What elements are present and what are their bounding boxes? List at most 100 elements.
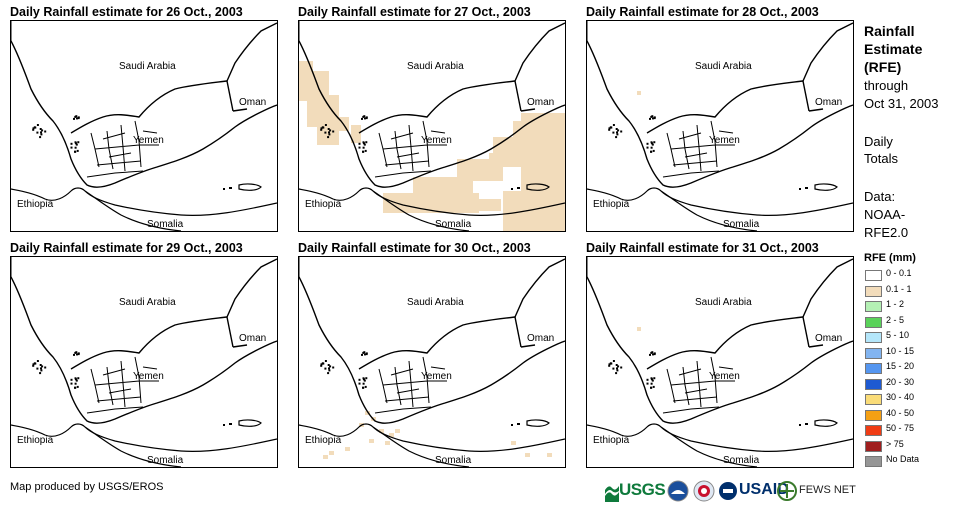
arabian-coastline	[299, 40, 565, 188]
legend-heading-line3: (RFE)	[864, 59, 902, 75]
legend-label: 0.1 - 1	[886, 283, 912, 294]
fewsnet-logo-text: FEWS NET	[799, 484, 856, 496]
legend-item: 1 - 2	[865, 299, 965, 312]
usgs-wave-icon	[605, 486, 619, 502]
usaid-logo-text: USAID	[739, 481, 789, 498]
map-frame: Saudi Arabia Oman Yemen Ethiopia Somalia	[298, 20, 566, 232]
socotra-island	[799, 183, 838, 191]
rainfall-layer	[299, 61, 565, 231]
legend-swatch	[865, 270, 882, 281]
legend-item: 0 - 0.1	[865, 268, 965, 281]
map-panel: Daily Rainfall estimate for 31 Oct., 200…	[586, 240, 866, 472]
somalia-border	[84, 190, 182, 231]
legend-label: 2 - 5	[886, 314, 905, 325]
label-saudi-arabia: Saudi Arabia	[119, 61, 176, 72]
arabian-coastline	[587, 276, 853, 424]
socotra-island	[223, 419, 262, 427]
label-oman: Oman	[239, 333, 267, 344]
red-sea-islands	[608, 351, 656, 389]
legend-swatch	[865, 301, 882, 312]
rainfall-layer	[637, 91, 641, 95]
map-graphic	[299, 21, 565, 231]
label-oman: Oman	[239, 97, 267, 108]
yemen-governorates	[374, 356, 447, 414]
data-label: Data:	[864, 189, 896, 204]
through-date: Oct 31, 2003	[864, 96, 939, 111]
label-somalia: Somalia	[147, 455, 184, 466]
map-panel: Daily Rainfall estimate for 27 Oct., 200…	[298, 4, 578, 236]
legend-swatch	[865, 440, 882, 452]
label-oman: Oman	[527, 333, 555, 344]
legend-swatch	[865, 347, 882, 359]
legend-label: 40 - 50	[886, 407, 915, 418]
noaa-logo-icon	[667, 480, 689, 502]
label-saudi-arabia: Saudi Arabia	[119, 297, 176, 308]
yemen-governorates	[86, 120, 159, 178]
legend-item: 20 - 30	[865, 376, 965, 390]
label-oman: Oman	[527, 97, 555, 108]
map-graphic	[11, 257, 277, 467]
legend-item: 2 - 5	[865, 314, 965, 328]
yemen-governorates	[374, 120, 447, 178]
label-oman: Oman	[815, 97, 843, 108]
map-panel-title: Daily Rainfall estimate for 29 Oct., 200…	[10, 241, 243, 255]
legend-item: 15 - 20	[865, 361, 965, 374]
legend-label: > 75	[886, 438, 904, 449]
map-graphic	[587, 257, 853, 467]
label-ethiopia: Ethiopia	[593, 199, 630, 210]
label-yemen: Yemen	[133, 371, 164, 382]
socotra-island	[511, 419, 550, 427]
through-label: through	[864, 78, 909, 93]
somalia-border	[660, 426, 758, 467]
label-yemen: Yemen	[709, 371, 740, 382]
legend-item: 40 - 50	[865, 407, 965, 421]
map-frame: Saudi Arabia Oman Yemen Ethiopia Somalia	[298, 256, 566, 468]
legend-label: 5 - 10	[886, 330, 910, 340]
yemen-governorates	[86, 356, 159, 414]
label-yemen: Yemen	[421, 135, 452, 146]
red-sea-islands	[320, 115, 368, 153]
legend-swatch	[865, 378, 882, 390]
map-frame: Saudi Arabia Oman Yemen Ethiopia Somalia	[586, 256, 854, 468]
legend-heading-line1: Rainfall	[864, 23, 915, 39]
legend-swatch	[865, 332, 882, 343]
map-panel: Daily Rainfall estimate for 29 Oct., 200…	[10, 240, 290, 472]
map-frame: Saudi Arabia Oman Yemen Ethiopia Somalia	[10, 256, 278, 468]
map-frame: Saudi Arabia Oman Yemen Ethiopia Somalia	[10, 20, 278, 232]
somalia-border	[372, 190, 470, 231]
saudi-yemen-border	[70, 80, 234, 134]
map-frame: Saudi Arabia Oman Yemen Ethiopia Somalia	[586, 20, 854, 232]
arabian-coastline	[299, 276, 565, 424]
legend-item: > 75	[865, 438, 965, 452]
label-somalia: Somalia	[435, 219, 472, 230]
legend-swatch	[865, 425, 882, 436]
legend-swatch	[865, 363, 882, 374]
socotra-island	[223, 183, 262, 191]
oman-border	[514, 258, 565, 318]
credit-text: Map produced by USGS/EROS	[10, 481, 164, 493]
legend-label: 10 - 15	[886, 345, 915, 356]
legend-heading-line2: Estimate	[864, 41, 923, 57]
legend-item: 5 - 10	[865, 330, 965, 343]
map-panel-title: Daily Rainfall estimate for 31 Oct., 200…	[586, 241, 819, 255]
legend-title: RFE (mm)	[864, 252, 916, 264]
map-panel: Daily Rainfall estimate for 26 Oct., 200…	[10, 4, 290, 236]
label-somalia: Somalia	[723, 219, 760, 230]
label-yemen: Yemen	[421, 371, 452, 382]
socotra-island	[511, 183, 550, 191]
label-ethiopia: Ethiopia	[593, 435, 630, 446]
label-ethiopia: Ethiopia	[17, 199, 54, 210]
legend-label: 15 - 20	[886, 361, 915, 371]
map-panel: Daily Rainfall estimate for 30 Oct., 200…	[298, 240, 578, 472]
yemen-governorates	[662, 356, 735, 414]
somalia-border	[660, 190, 758, 231]
map-graphic	[11, 21, 277, 231]
legend-label: 20 - 30	[886, 376, 915, 387]
data-source-line2: RFE2.0	[864, 225, 909, 240]
label-saudi-arabia: Saudi Arabia	[407, 61, 464, 72]
saudi-yemen-border	[646, 316, 810, 370]
label-somalia: Somalia	[435, 455, 472, 466]
label-saudi-arabia: Saudi Arabia	[695, 297, 752, 308]
legend-item: 10 - 15	[865, 345, 965, 359]
legend-label: 1 - 2	[886, 299, 905, 309]
